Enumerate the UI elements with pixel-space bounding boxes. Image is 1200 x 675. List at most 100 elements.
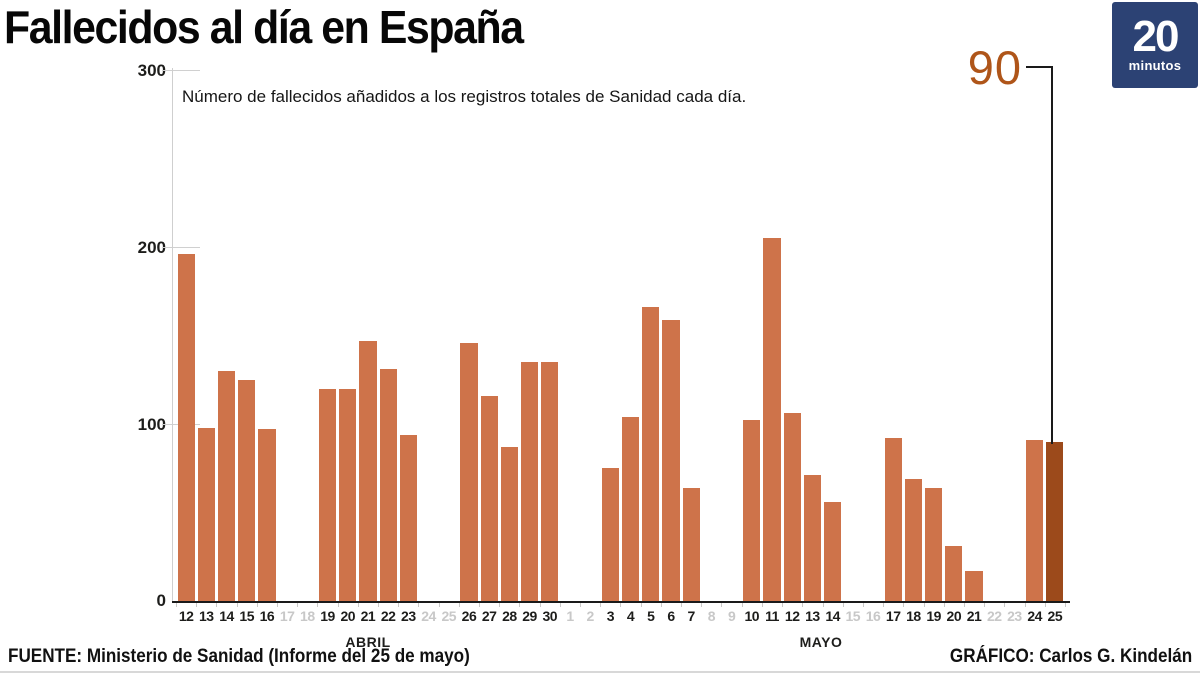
- bar-mayo-18: [904, 478, 922, 601]
- bar-mayo-3: [601, 468, 619, 601]
- day-label-mayo-10: 10: [744, 608, 760, 624]
- bar-slot-abril-15: [237, 70, 257, 601]
- logo-word: minutos: [1128, 57, 1182, 73]
- bar-mayo-21: [965, 570, 983, 601]
- bar-abril-30: [541, 362, 559, 601]
- bar-slot-mayo-15: [843, 70, 863, 601]
- day-label-mayo-11: 11: [765, 608, 779, 624]
- bar-mayo-24: [1026, 439, 1044, 601]
- bar-mayo-4: [621, 416, 640, 601]
- bar-abril-29: [520, 362, 539, 601]
- day-label-mayo-16: 16: [865, 608, 881, 624]
- bar-slot-abril-28: [499, 70, 519, 601]
- bar-slot-mayo-9: [721, 70, 741, 601]
- bar-slot-abril-25: [439, 70, 459, 601]
- bar-slot-abril-22: [378, 70, 398, 601]
- axis-tick: [197, 603, 218, 607]
- axis-tick: [662, 603, 683, 607]
- axis-tick: [177, 603, 198, 607]
- bar-slot-abril-19: [317, 70, 337, 601]
- bar-slot-abril-21: [358, 70, 378, 601]
- day-label-abril-24: 24: [421, 608, 436, 624]
- day-label-mayo-24: 24: [1027, 608, 1042, 624]
- bar-slot-abril-18: [297, 70, 317, 601]
- day-label-mayo-3: 3: [606, 608, 615, 624]
- bar-slot-mayo-21: [964, 70, 984, 601]
- axis-tick: [278, 603, 299, 607]
- y-tick-300: [162, 70, 200, 71]
- axis-tick: [1005, 603, 1026, 607]
- bar-abril-21: [359, 340, 377, 601]
- bar-abril-26: [460, 342, 478, 601]
- day-label-abril-28: 28: [502, 608, 517, 624]
- month-label-mayo: MAYO: [799, 634, 843, 650]
- bar-slot-abril-26: [459, 70, 479, 601]
- day-label-mayo-17: 17: [885, 608, 901, 624]
- bar-slot-abril-17: [277, 70, 297, 601]
- day-label-mayo-14: 14: [825, 608, 840, 624]
- bar-mayo-11: [763, 238, 781, 601]
- bars-area: [176, 70, 1065, 601]
- axis-tick: [419, 603, 440, 607]
- bar-slot-mayo-16: [863, 70, 883, 601]
- bar-slot-mayo-18: [903, 70, 923, 601]
- day-label-abril-14: 14: [219, 608, 234, 624]
- annotation-callout-vertical: [1051, 66, 1053, 444]
- bar-slot-mayo-10: [742, 70, 762, 601]
- bar-slot-abril-14: [216, 70, 236, 601]
- day-label-abril-18: 18: [300, 608, 315, 624]
- axis-tick: [965, 603, 986, 607]
- day-label-mayo-19: 19: [926, 608, 941, 624]
- annotation-callout-horizontal: [1026, 66, 1053, 68]
- day-label-abril-17: 17: [279, 608, 295, 624]
- bar-slot-mayo-2: [580, 70, 600, 601]
- y-tick-label-300: 300: [137, 61, 166, 80]
- axis-tick: [702, 603, 723, 607]
- bar-abril-19: [318, 388, 337, 601]
- bottom-divider: [0, 671, 1200, 673]
- axis-tick: [945, 603, 965, 607]
- day-label-mayo-2: 2: [586, 608, 595, 624]
- bar-slot-abril-29: [519, 70, 539, 601]
- bar-slot-mayo-17: [883, 70, 903, 601]
- bar-slot-mayo-11: [762, 70, 782, 601]
- bar-mayo-12: [783, 413, 801, 601]
- day-label-abril-19: 19: [320, 608, 335, 624]
- bar-mayo-10: [743, 420, 761, 601]
- x-axis-labels: 12 13 14 15 16 17 18 19 20 21 22 23 24 25 26 27 28 29 30 1 2…: [176, 608, 1065, 624]
- day-label-abril-16: 16: [259, 608, 275, 624]
- bar-slot-mayo-8: [701, 70, 721, 601]
- bar-slot-mayo-19: [924, 70, 944, 601]
- day-label-abril-30: 30: [542, 608, 558, 624]
- day-label-mayo-13: 13: [805, 608, 820, 624]
- bar-slot-mayo-5: [641, 70, 661, 601]
- axis-tick: [359, 603, 380, 607]
- bar-abril-14: [217, 370, 236, 601]
- page-title: Fallecidos al día en España: [4, 1, 524, 53]
- axis-tick: [581, 603, 602, 607]
- x-axis-ticks: [176, 603, 1066, 607]
- axis-tick: [601, 603, 622, 607]
- bar-mayo-19: [925, 487, 943, 601]
- bar-slot-mayo-12: [782, 70, 802, 601]
- bar-slot-abril-12: [176, 70, 196, 601]
- axis-tick: [500, 603, 521, 607]
- bar-abril-20: [339, 388, 357, 601]
- day-label-mayo-7: 7: [687, 608, 696, 624]
- axis-tick: [298, 603, 319, 607]
- day-label-mayo-12: 12: [784, 608, 800, 624]
- day-label-abril-23: 23: [401, 608, 416, 624]
- bar-abril-13: [197, 427, 215, 601]
- bar-abril-27: [480, 395, 498, 601]
- axis-tick: [258, 603, 279, 607]
- day-label-abril-25: 25: [441, 608, 457, 624]
- bar-slot-mayo-7: [681, 70, 701, 601]
- axis-tick: [1026, 603, 1046, 607]
- axis-tick: [339, 603, 359, 607]
- axis-tick: [844, 603, 864, 607]
- bar-slot-mayo-24: [1025, 70, 1045, 601]
- bar-mayo-7: [682, 487, 700, 601]
- axis-tick: [238, 603, 258, 607]
- bar-mayo-14: [824, 501, 842, 601]
- y-tick-label-200: 200: [137, 238, 166, 257]
